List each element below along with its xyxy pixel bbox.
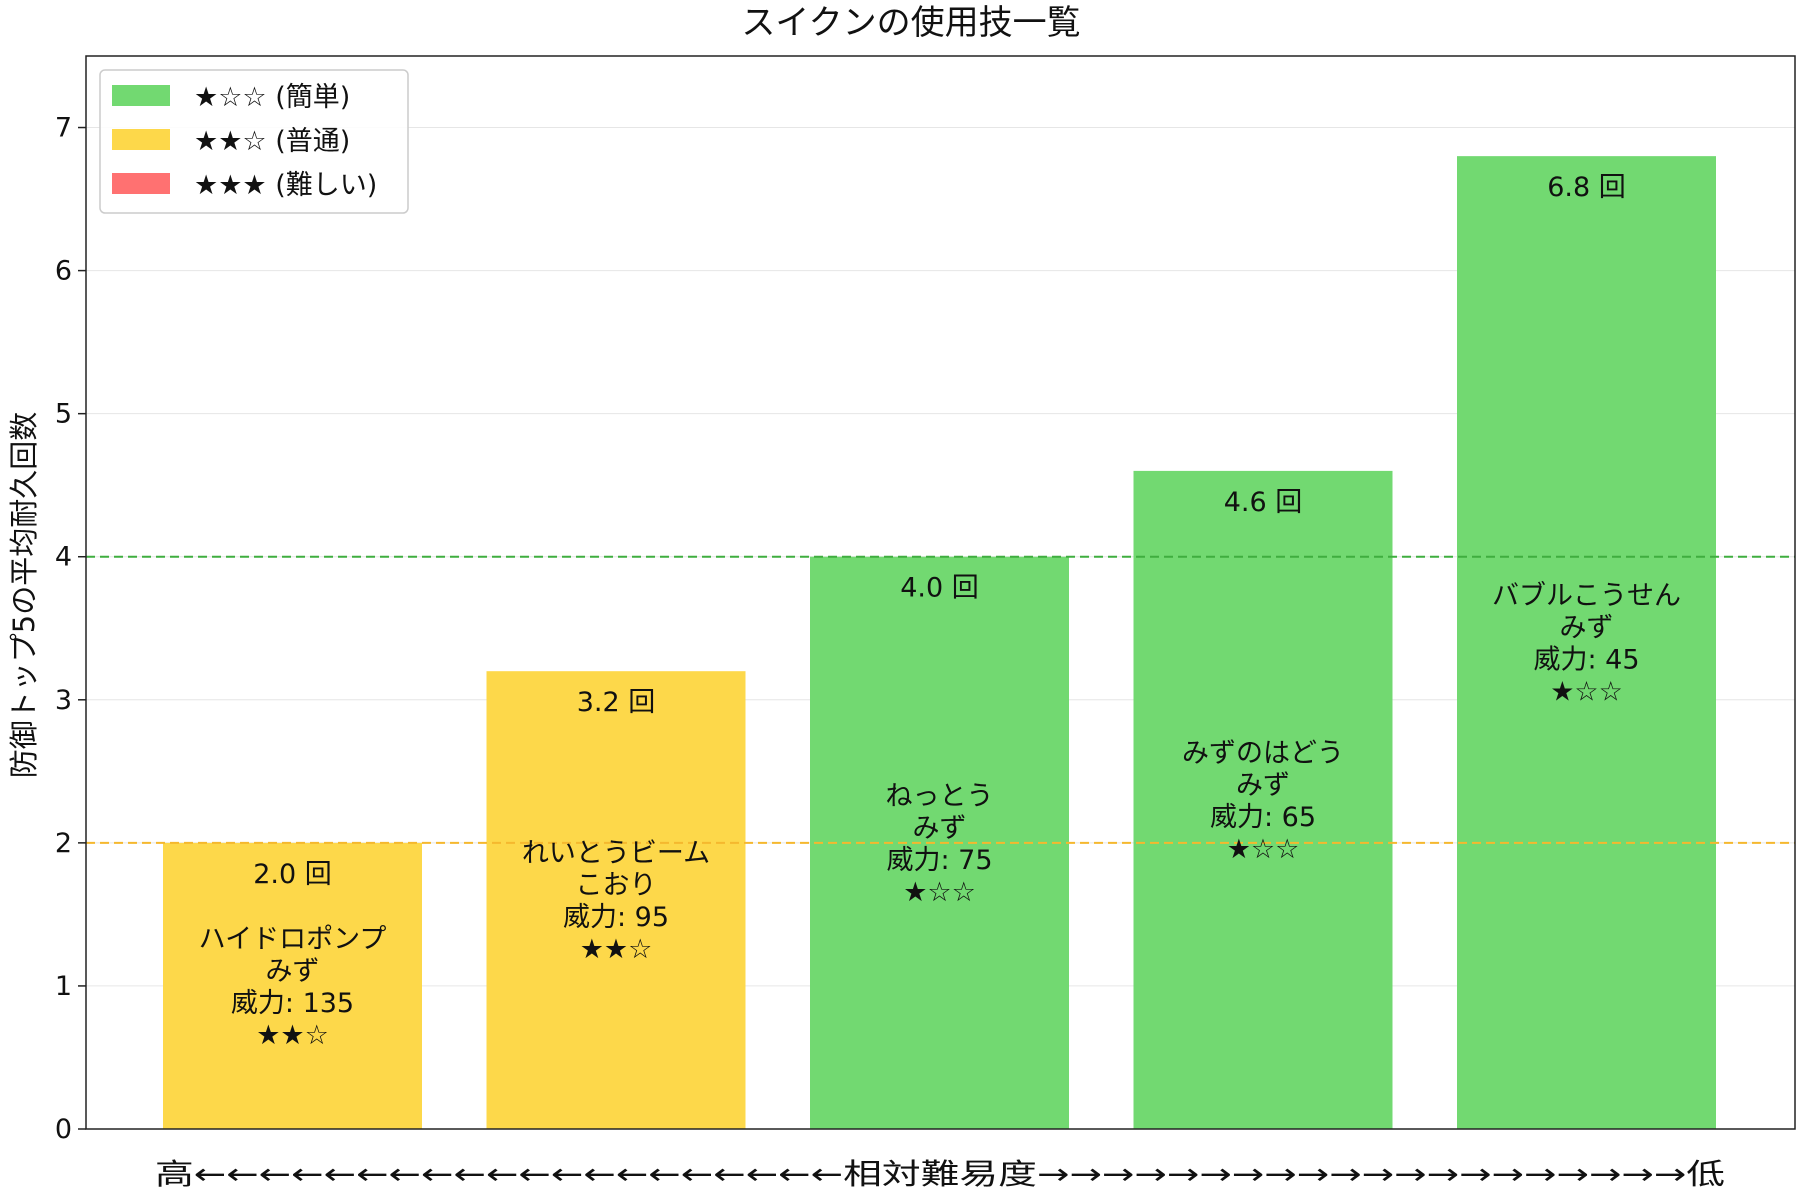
legend-label: ★★☆ (普通) — [194, 126, 350, 157]
bars — [163, 156, 1716, 1130]
bar-value-label: 2.0 回 — [253, 859, 332, 890]
y-tick-label: 0 — [55, 1114, 72, 1145]
move-power-label: 威力: 45 — [1533, 645, 1639, 676]
move-type-label: こおり — [576, 870, 657, 901]
bar-value-label: 6.8 回 — [1547, 172, 1626, 203]
plot-frame — [85, 55, 1796, 1130]
legend-label: ★★★ (難しい) — [194, 170, 377, 201]
reference-lines — [86, 555, 1795, 844]
move-power-label: 威力: 75 — [886, 845, 992, 876]
move-power-label: 威力: 135 — [231, 988, 354, 1019]
move-stars-label: ★☆☆ — [1550, 677, 1623, 708]
move-type-label: みず — [913, 813, 967, 844]
move-name-label: ハイドロポンプ — [199, 924, 387, 955]
legend-swatch — [112, 129, 170, 150]
move-stars-label: ★☆☆ — [1227, 834, 1300, 865]
y-tick-label: 7 — [55, 113, 72, 144]
move-name-label: みずのはどう — [1182, 738, 1344, 769]
y-tick-label: 1 — [55, 971, 72, 1002]
bar — [1133, 470, 1393, 1130]
y-tick-label: 5 — [55, 399, 72, 430]
bar-value-label: 4.0 回 — [900, 573, 979, 604]
legend-label: ★☆☆ (簡単) — [194, 82, 350, 113]
bar — [1457, 156, 1716, 1129]
move-name-label: ねっとう — [886, 781, 994, 812]
move-power-label: 威力: 95 — [563, 902, 669, 933]
legend: ★☆☆ (簡単) ★★☆ (普通) ★★★ (難しい) — [99, 69, 409, 214]
y-axis-label: 防御トップ5の平均耐久回数 — [7, 412, 41, 778]
bar-value-label: 3.2 回 — [577, 687, 656, 718]
move-type-label: みず — [1236, 770, 1290, 801]
x-axis-label: 高←←←←←←←←←←←←←←←←←←←←相対難易度→→→→→→→→→→→→→→… — [155, 1157, 1725, 1191]
move-stars-label: ★★☆ — [256, 1020, 329, 1051]
legend-swatch — [112, 85, 170, 106]
bar — [486, 671, 746, 1129]
y-tick-label: 6 — [55, 256, 72, 287]
move-name-label: れいとうビーム — [522, 838, 710, 869]
legend-box — [99, 69, 409, 214]
chart-title: スイクンの使用技一覧 — [741, 3, 1080, 43]
move-type-label: みず — [1560, 613, 1614, 644]
bar-value-label: 4.6 回 — [1224, 487, 1303, 518]
y-tick-label: 4 — [55, 542, 72, 573]
move-stars-label: ★★☆ — [580, 934, 653, 965]
legend-swatch — [112, 173, 170, 194]
y-axis-ticks: 0 1 2 3 4 5 6 7 — [55, 113, 86, 1145]
move-type-label: みず — [266, 956, 320, 987]
y-tick-label: 3 — [55, 685, 72, 716]
move-power-label: 威力: 65 — [1210, 802, 1316, 833]
move-stars-label: ★☆☆ — [903, 877, 976, 908]
move-name-label: バブルこうせん — [1492, 581, 1681, 612]
y-tick-label: 2 — [55, 828, 72, 859]
bar — [163, 842, 422, 1129]
